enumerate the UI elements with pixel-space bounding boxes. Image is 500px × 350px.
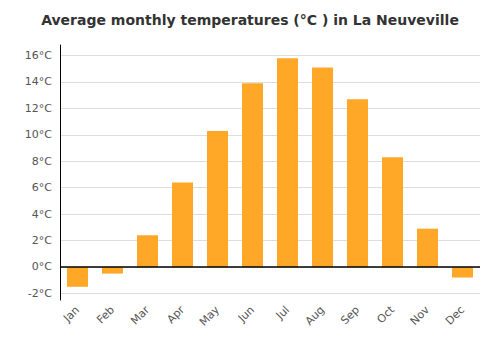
svg-text:10°C: 10°C — [25, 128, 52, 141]
svg-text:2°C: 2°C — [32, 234, 52, 247]
svg-text:Average monthly temperatures (: Average monthly temperatures (°C ) in La… — [41, 12, 459, 28]
svg-text:Mar: Mar — [128, 303, 152, 327]
svg-text:4°C: 4°C — [32, 208, 52, 221]
svg-text:-2°C: -2°C — [28, 287, 52, 300]
svg-text:6°C: 6°C — [32, 181, 52, 194]
svg-text:Dec: Dec — [443, 303, 467, 327]
svg-text:Jan: Jan — [60, 303, 82, 325]
svg-text:Jul: Jul — [273, 303, 292, 322]
svg-text:Oct: Oct — [374, 303, 397, 326]
svg-text:Feb: Feb — [94, 303, 117, 326]
svg-text:14°C: 14°C — [25, 75, 52, 88]
svg-text:0°C: 0°C — [32, 260, 52, 273]
svg-text:Apr: Apr — [164, 303, 187, 326]
svg-text:16°C: 16°C — [25, 49, 52, 62]
svg-text:Nov: Nov — [408, 303, 433, 328]
svg-text:Sep: Sep — [338, 303, 362, 327]
svg-text:8°C: 8°C — [32, 155, 52, 168]
svg-text:12°C: 12°C — [25, 102, 52, 115]
svg-text:Aug: Aug — [303, 303, 327, 327]
svg-text:May: May — [197, 303, 223, 329]
svg-text:Jun: Jun — [235, 303, 257, 325]
